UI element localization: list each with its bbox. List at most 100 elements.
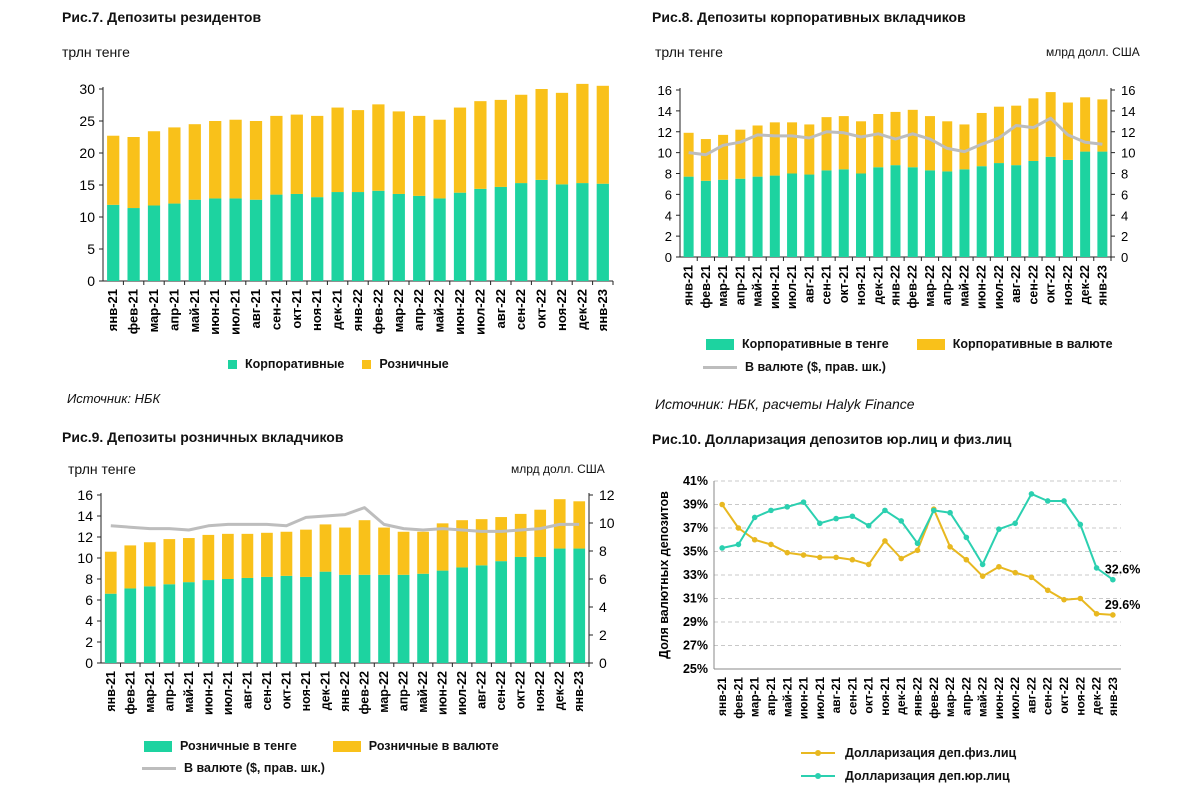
fig8-bar-tenge xyxy=(959,169,970,257)
fig9-x-tick-label: авг-21 xyxy=(240,671,254,709)
fig8-y2-tick-label: 12 xyxy=(1121,125,1135,140)
fig10-x-tick-label: ноя-21 xyxy=(878,677,892,716)
fig8-bar-tenge xyxy=(700,180,711,257)
fig10-point-fiz xyxy=(768,541,774,548)
fig10-x-tick-label: авг-21 xyxy=(829,677,843,714)
fig9-y-tick-label: 8 xyxy=(85,571,93,587)
fig8-bar-fx xyxy=(838,116,849,170)
fig7-title: Рис.7. Депозиты резидентов xyxy=(62,9,262,25)
fig7-y-tick-label: 20 xyxy=(79,145,95,161)
fig9-bar-tenge xyxy=(124,588,137,663)
fig7-x-tick-label: июн-22 xyxy=(452,289,467,335)
fig7-x-tick-label: сен-22 xyxy=(513,289,528,330)
fig9-bar-fx xyxy=(436,523,449,571)
fig10-point-jur xyxy=(751,514,758,521)
fig9-x-tick-label: янв-21 xyxy=(104,671,118,712)
fig8-unit-right: млрд долл. США xyxy=(1046,45,1140,59)
fig8-legend-row1: Корпоративные в тенге Корпоративные в ва… xyxy=(706,337,1113,351)
fig10-point-fiz xyxy=(784,549,791,556)
fig8-x-tick-label: ноя-21 xyxy=(854,265,868,305)
fig9-bar-fx xyxy=(182,538,195,583)
fig9-unit-right: млрд долл. США xyxy=(511,462,605,476)
fig8-bar-fx xyxy=(718,134,729,180)
fig9-bar-tenge xyxy=(358,574,371,663)
fig9-bar-fx xyxy=(534,509,547,557)
fig10-point-fiz xyxy=(979,573,986,579)
fig7-bar-tenge xyxy=(107,204,120,281)
fig7-bar-tenge xyxy=(453,192,467,281)
fig10-y-axis-title: Доля валютных депозитов xyxy=(657,491,671,659)
fig7-bar-fx xyxy=(311,115,324,198)
fig10-line-jur xyxy=(721,492,1114,581)
fig9-y-tick-label: 4 xyxy=(85,613,93,629)
fig8-bar-tenge xyxy=(873,167,884,257)
fig7-bar-tenge xyxy=(392,193,405,281)
fig9-x-tick-label: май-21 xyxy=(182,671,196,713)
fig10-x-tick-label: июл-21 xyxy=(813,677,827,720)
fig8-y-tick-label: 6 xyxy=(665,187,672,202)
fig9-x-tick-label: янв-22 xyxy=(338,671,352,712)
legend-label-retail-usd: В валюте ($, прав. шк.) xyxy=(184,761,325,775)
fig9-bar-fx xyxy=(573,501,586,549)
fig10-point-jur xyxy=(1044,498,1051,504)
fig10-x-tick-label: апр-21 xyxy=(764,677,778,716)
fig10-point-jur xyxy=(1012,520,1018,527)
fig8-bar-fx xyxy=(700,139,711,181)
fig7-x-tick-label: дек-21 xyxy=(330,289,345,330)
fig7-bar-fx xyxy=(168,127,181,204)
fig7-bar-tenge xyxy=(127,208,140,281)
fig8-bar-tenge xyxy=(787,173,798,257)
fig8-y2-tick-label: 4 xyxy=(1121,208,1128,223)
fig8-bar-tenge xyxy=(821,170,832,257)
fig7-bar-tenge xyxy=(515,183,528,281)
fig8-bar-tenge xyxy=(856,173,867,257)
fig9-bar-fx xyxy=(319,524,332,572)
fig7-x-tick-label: июн-21 xyxy=(207,289,222,335)
fig10-x-tick-label: июл-22 xyxy=(1008,677,1022,720)
fig8-bar-tenge xyxy=(924,170,935,257)
fig9-bar-tenge xyxy=(182,582,195,663)
fig7-bar-tenge xyxy=(331,192,344,281)
fig8-bar-tenge xyxy=(1045,156,1056,257)
fig8-x-tick-label: окт-22 xyxy=(1044,265,1058,303)
fig10-point-fiz xyxy=(865,561,872,568)
fig7-bar-tenge xyxy=(290,193,303,281)
fig9-x-tick-label: авг-22 xyxy=(475,671,489,709)
fig8-bar-fx xyxy=(924,116,935,171)
fig10-title: Рис.10. Долларизация депозитов юр.лиц и … xyxy=(652,431,1012,447)
fig8-x-tick-label: сен-21 xyxy=(820,265,834,305)
fig9-y-tick-label: 10 xyxy=(77,550,93,566)
fig9-y2-tick-label: 2 xyxy=(599,627,607,643)
fig8-x-tick-label: авг-22 xyxy=(1009,265,1023,303)
fig8-x-tick-label: июн-21 xyxy=(768,265,782,309)
fig7-bar-tenge xyxy=(209,198,222,281)
fig10-point-fiz xyxy=(1110,612,1116,618)
fig9-y2-tick-label: 12 xyxy=(599,487,615,503)
fig9-bar-fx xyxy=(417,531,429,574)
fig10-x-tick-label: фев-21 xyxy=(731,677,745,719)
fig8-usd-line xyxy=(688,116,1103,157)
fig10-point-jur xyxy=(1093,565,1100,571)
fig9-bar-fx xyxy=(475,519,488,566)
fig7-bar-tenge xyxy=(229,198,242,281)
legend-swatch-corporate xyxy=(228,359,237,369)
fig7-bar-fx xyxy=(433,119,446,199)
fig7-bar-tenge xyxy=(576,183,589,281)
fig8-bar-tenge xyxy=(838,169,849,257)
fig7-x-tick-label: ноя-21 xyxy=(309,289,324,331)
legend-label-corp-tenge: Корпоративные в тенге xyxy=(742,337,889,351)
fig9-x-tick-label: окт-21 xyxy=(279,671,293,709)
fig10-point-jur xyxy=(817,520,823,527)
fig8-bar-fx xyxy=(1011,105,1022,166)
fig7-x-tick-label: дек-22 xyxy=(574,289,589,330)
fig8-legend-row2: В валюте ($, прав. шк.) xyxy=(703,360,886,374)
fig9-bar-fx xyxy=(104,551,117,594)
fig7-x-tick-label: сен-21 xyxy=(268,289,283,330)
fig10-y-tick-label: 27% xyxy=(683,639,708,653)
fig9-bar-fx xyxy=(280,531,293,576)
fig10-x-tick-label: янв-23 xyxy=(1106,677,1120,716)
fig9-bar-tenge xyxy=(339,574,351,663)
fig10-y-tick-label: 39% xyxy=(683,498,708,512)
fig7-bar-tenge xyxy=(270,194,283,281)
